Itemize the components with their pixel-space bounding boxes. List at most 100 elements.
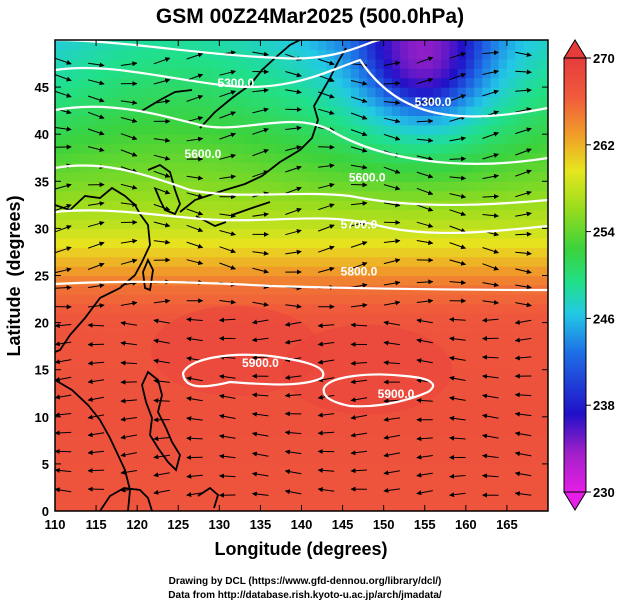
field-cell bbox=[161, 40, 171, 51]
field-cell bbox=[424, 416, 434, 427]
field-cell bbox=[424, 190, 434, 201]
field-cell bbox=[128, 284, 138, 295]
field-cell bbox=[515, 388, 524, 399]
field-cell bbox=[523, 171, 533, 182]
contour-line bbox=[181, 353, 325, 388]
field-cell bbox=[202, 96, 212, 107]
field-cell bbox=[79, 397, 89, 408]
field-cell bbox=[202, 87, 212, 98]
field-cell bbox=[301, 454, 311, 465]
field-cell bbox=[424, 397, 434, 408]
field-cell bbox=[531, 369, 541, 380]
wind-arrow bbox=[219, 246, 236, 254]
field-cell bbox=[326, 284, 335, 295]
wind-arrow bbox=[416, 171, 434, 179]
field-cell bbox=[260, 445, 270, 456]
field-cell bbox=[128, 416, 138, 427]
field-cell bbox=[161, 473, 171, 484]
field-cell bbox=[87, 209, 97, 220]
field-cell bbox=[342, 256, 352, 267]
field-cell bbox=[350, 247, 360, 258]
field-cell bbox=[120, 162, 130, 173]
field-cell bbox=[408, 445, 418, 456]
field-cell bbox=[186, 266, 196, 277]
wind-arrow bbox=[416, 318, 433, 324]
field-cell bbox=[96, 341, 105, 352]
field-cell bbox=[490, 379, 500, 390]
field-cell bbox=[317, 190, 327, 201]
field-cell bbox=[194, 388, 204, 399]
field-cell bbox=[79, 115, 89, 126]
field-cell bbox=[334, 143, 344, 154]
wind-arrow bbox=[252, 267, 269, 274]
field-cell bbox=[539, 134, 548, 145]
field-cell bbox=[227, 115, 237, 126]
field-cell bbox=[260, 218, 270, 229]
field-cell bbox=[211, 200, 220, 211]
field-cell bbox=[178, 473, 188, 484]
wind-arrow bbox=[186, 136, 204, 142]
field-cell bbox=[268, 105, 278, 116]
field-cell bbox=[161, 77, 171, 88]
field-cell bbox=[441, 454, 450, 465]
field-cell bbox=[482, 435, 492, 446]
wind-arrow bbox=[251, 471, 269, 477]
field-cell bbox=[531, 218, 541, 229]
field-cell bbox=[235, 68, 245, 79]
field-cell bbox=[71, 416, 81, 427]
field-cell bbox=[367, 501, 377, 511]
field-cell bbox=[112, 350, 122, 361]
field-cell bbox=[359, 171, 368, 182]
field-cell bbox=[79, 360, 89, 371]
field-cell bbox=[194, 416, 204, 427]
field-cell bbox=[490, 200, 500, 211]
field-cell bbox=[112, 40, 122, 51]
field-cell bbox=[506, 492, 516, 503]
field-cell bbox=[219, 416, 229, 427]
field-cell bbox=[309, 247, 319, 258]
field-cell bbox=[326, 87, 335, 98]
field-cell bbox=[523, 313, 533, 324]
field-cell bbox=[260, 115, 270, 126]
field-cell bbox=[383, 426, 393, 437]
field-cell bbox=[104, 247, 114, 258]
field-cell bbox=[515, 303, 524, 314]
wind-arrow bbox=[318, 108, 335, 115]
field-cell bbox=[391, 313, 401, 324]
field-cell bbox=[260, 435, 270, 446]
field-cell bbox=[424, 435, 434, 446]
wind-arrow bbox=[514, 355, 532, 361]
field-cell bbox=[120, 473, 130, 484]
field-cell bbox=[128, 143, 138, 154]
field-cell bbox=[498, 247, 508, 258]
field-cell bbox=[490, 463, 500, 474]
field-cell bbox=[523, 87, 533, 98]
field-cell bbox=[112, 332, 122, 343]
field-cell bbox=[71, 313, 81, 324]
field-cell bbox=[63, 190, 73, 201]
field-cell bbox=[334, 77, 344, 88]
field-cell bbox=[326, 96, 335, 107]
field-cell bbox=[293, 58, 303, 69]
field-cell bbox=[55, 445, 64, 456]
field-cell bbox=[515, 322, 524, 333]
wind-arrow bbox=[482, 89, 499, 97]
field-cell bbox=[128, 247, 138, 258]
field-cell bbox=[104, 228, 114, 239]
wind-arrow bbox=[284, 489, 302, 495]
field-cell bbox=[260, 463, 270, 474]
field-cell bbox=[153, 463, 163, 474]
field-cell bbox=[268, 492, 278, 503]
wind-arrow bbox=[383, 360, 400, 366]
field-cell bbox=[285, 105, 294, 116]
field-cell bbox=[416, 124, 426, 135]
wind-arrow bbox=[252, 301, 269, 307]
field-cell bbox=[359, 266, 368, 277]
field-cell bbox=[153, 49, 163, 60]
field-cell bbox=[120, 360, 130, 371]
field-cell bbox=[301, 303, 311, 314]
field-cell bbox=[96, 275, 105, 286]
field-cell bbox=[96, 124, 105, 135]
field-cell bbox=[252, 209, 262, 220]
field-cell bbox=[71, 162, 81, 173]
